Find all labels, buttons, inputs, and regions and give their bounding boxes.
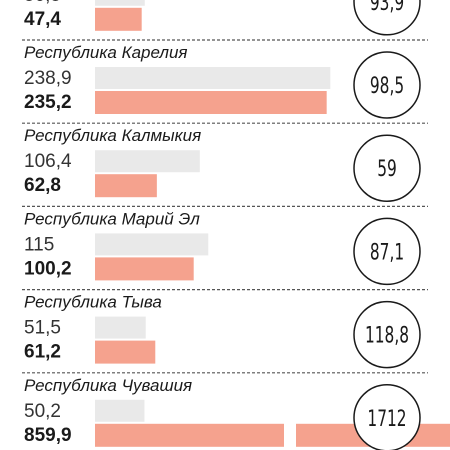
region-name: Республика Марий Эл <box>24 209 200 228</box>
value-after: 61,2 <box>24 342 61 363</box>
value-before: 238,9 <box>24 68 72 89</box>
bar-after <box>95 7 142 31</box>
bar-after <box>95 174 157 198</box>
percent-label: 59 <box>377 157 397 182</box>
percent-label: 1712 <box>367 406 406 431</box>
bar-before <box>95 233 209 256</box>
percent-circle <box>353 217 421 286</box>
value-before: 106,4 <box>24 151 72 172</box>
region-name: Республика Калмыкия <box>24 126 201 145</box>
percent-circle <box>353 300 421 369</box>
value-before: 50,5 <box>24 0 61 6</box>
bar-before <box>95 399 145 422</box>
value-after: 62,8 <box>24 175 61 196</box>
percent-label: 98,5 <box>370 73 404 98</box>
percent-label: 93,9 <box>370 0 404 16</box>
percent-label: 87,1 <box>370 240 404 265</box>
bar-after <box>95 257 194 281</box>
value-before: 50,2 <box>24 401 61 422</box>
value-after: 100,2 <box>24 258 72 279</box>
region-name: Республика Карелия <box>24 43 188 62</box>
percent-circle <box>353 51 421 119</box>
value-after: 47,4 <box>24 9 61 30</box>
bar-before <box>95 316 146 339</box>
value-before: 115 <box>24 234 54 255</box>
region-name: Республика Чувашия <box>24 376 192 395</box>
percent-circle <box>353 384 421 450</box>
region-name: Республика Тыва <box>24 293 162 312</box>
value-after: 235,2 <box>24 92 72 113</box>
percent-circle <box>353 0 421 36</box>
bar-break <box>284 422 296 449</box>
bar-before <box>95 150 200 173</box>
bar-after <box>95 91 327 114</box>
bar-after <box>95 340 156 364</box>
percent-label: 118,8 <box>365 323 409 348</box>
value-after: 859,9 <box>24 425 72 446</box>
percent-circle <box>353 134 421 202</box>
bar-before <box>95 67 331 89</box>
bar-before <box>95 0 145 6</box>
value-before: 51,5 <box>24 318 61 339</box>
